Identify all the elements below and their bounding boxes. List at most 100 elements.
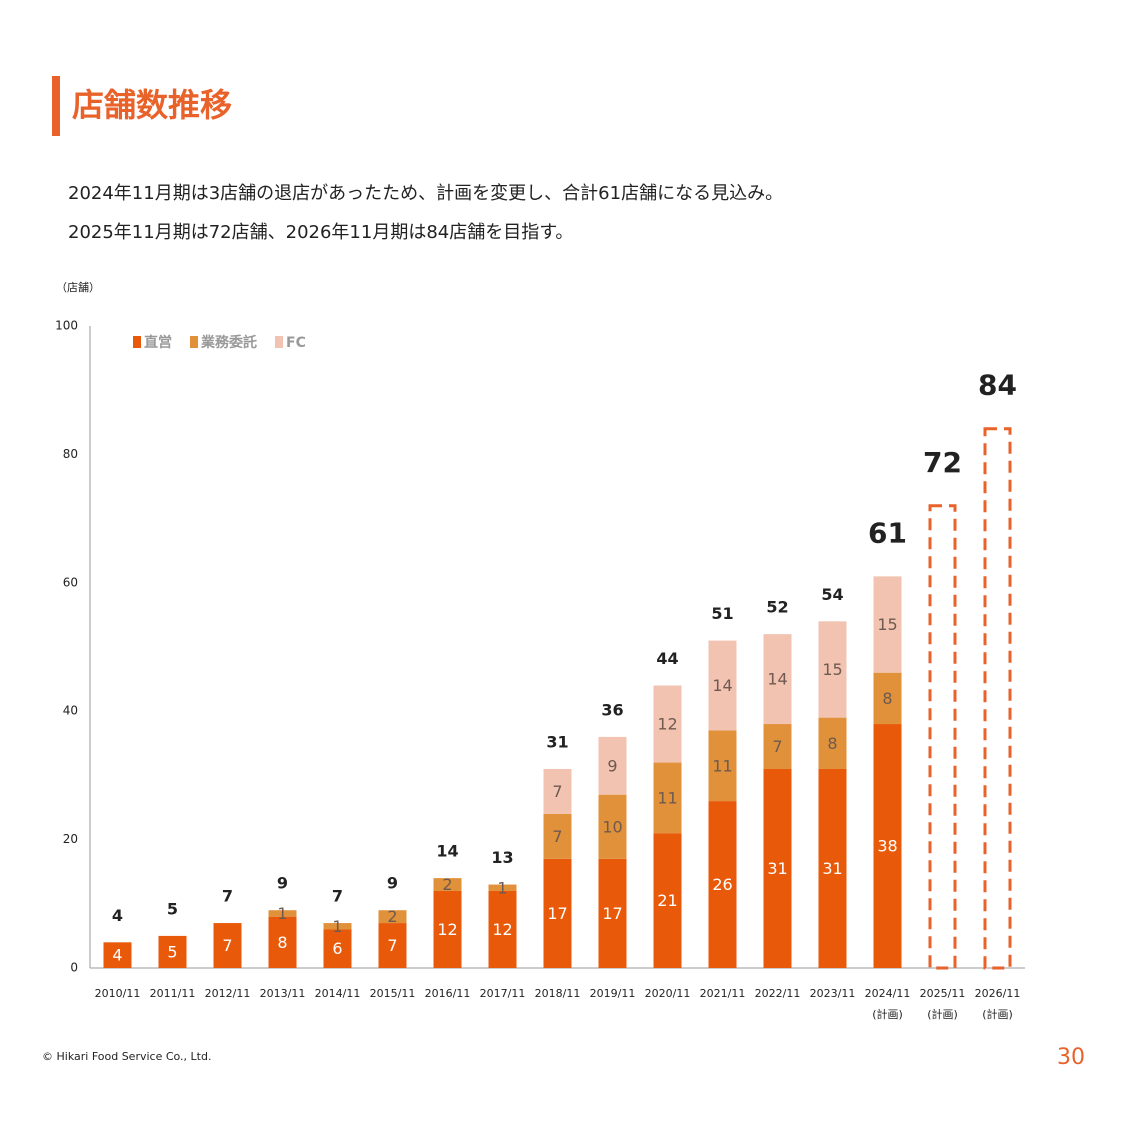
segment-label: 7 xyxy=(222,936,232,955)
x-tick-label: 2013/11 xyxy=(260,987,306,1000)
bar-segment xyxy=(378,923,407,968)
x-tick-label: 2026/11 xyxy=(975,987,1021,1000)
segment-label: 31 xyxy=(822,859,842,878)
legend-label: 業務委託 xyxy=(200,334,257,351)
segment-label: 1 xyxy=(277,904,287,923)
segment-label: 7 xyxy=(387,936,397,955)
x-tick-sublabel: (計画) xyxy=(982,1007,1013,1021)
segment-label: 17 xyxy=(602,904,622,923)
subtitle-line: 2024年11月期は3店舗の退店があったため、計画を変更し、合計61店舗になる見… xyxy=(68,183,783,204)
segment-label: 14 xyxy=(767,670,787,689)
segment-label: 10 xyxy=(602,817,622,836)
bar-segment xyxy=(598,858,627,968)
total-label: 7 xyxy=(332,887,343,906)
bar-segment xyxy=(268,910,297,917)
segment-label: 11 xyxy=(657,788,677,807)
x-tick-label: 2010/11 xyxy=(95,987,141,1000)
segment-label: 2 xyxy=(387,907,397,926)
bar-segment xyxy=(653,685,682,763)
bar-segment xyxy=(763,768,792,968)
bar-segment xyxy=(763,724,792,769)
bar-segment xyxy=(818,768,847,968)
segment-label: 7 xyxy=(772,737,782,756)
bar-segment xyxy=(323,923,352,930)
x-tick-label: 2020/11 xyxy=(645,987,691,1000)
total-label: 9 xyxy=(277,874,288,893)
bar-segment xyxy=(653,762,682,834)
total-label: 72 xyxy=(923,446,962,479)
legend-swatch xyxy=(133,336,141,348)
bar-segment xyxy=(543,813,572,859)
segment-label: 1 xyxy=(332,917,342,936)
total-label: 14 xyxy=(436,842,458,861)
total-label: 44 xyxy=(656,649,678,668)
bar-segment xyxy=(378,910,407,924)
x-tick-label: 2011/11 xyxy=(150,987,196,1000)
segment-label: 31 xyxy=(767,859,787,878)
y-tick-label: 80 xyxy=(63,447,78,461)
x-tick-label: 2012/11 xyxy=(205,987,251,1000)
total-label: 31 xyxy=(546,732,568,751)
x-tick-sublabel: (計画) xyxy=(927,1007,958,1021)
segment-label: 38 xyxy=(877,837,897,856)
segment-label: 6 xyxy=(332,939,342,958)
total-label: 7 xyxy=(222,887,233,906)
bar-segment xyxy=(543,858,572,968)
bar-segment xyxy=(488,890,517,968)
bar-segment xyxy=(323,929,352,968)
total-label: 5 xyxy=(167,899,178,918)
y-unit: （店舗） xyxy=(56,280,100,294)
segment-label: 4 xyxy=(112,946,122,965)
segment-label: 14 xyxy=(712,676,732,695)
segment-label: 12 xyxy=(492,920,512,939)
plan-bar xyxy=(928,504,957,970)
segment-label: 12 xyxy=(657,715,677,734)
bar-segment xyxy=(708,730,737,802)
segment-label: 9 xyxy=(607,756,617,775)
segment-label: 12 xyxy=(437,920,457,939)
bar-segment xyxy=(543,768,572,814)
bar-segment xyxy=(103,942,132,968)
y-tick-label: 40 xyxy=(63,704,78,718)
bar-segment xyxy=(873,576,902,673)
segment-label: 17 xyxy=(547,904,567,923)
total-label: 84 xyxy=(978,369,1017,402)
x-tick-label: 2024/11 xyxy=(865,987,911,1000)
segment-label: 1 xyxy=(497,878,507,897)
bar-segment xyxy=(433,878,462,891)
x-tick-label: 2023/11 xyxy=(810,987,856,1000)
bar-segment xyxy=(708,801,737,968)
bar-segment xyxy=(653,833,682,968)
title-accent xyxy=(52,76,60,136)
segment-label: 5 xyxy=(167,942,177,961)
x-tick-label: 2018/11 xyxy=(535,987,581,1000)
bar-segment xyxy=(268,916,297,968)
legend-swatch xyxy=(275,336,283,348)
segment-label: 26 xyxy=(712,875,732,894)
bar-segment xyxy=(213,923,242,968)
bar-segment xyxy=(708,640,737,731)
bar-segment xyxy=(818,621,847,718)
segment-label: 8 xyxy=(277,933,287,952)
page-number: 30 xyxy=(1057,1045,1085,1070)
x-tick-label: 2016/11 xyxy=(425,987,471,1000)
bar-segment xyxy=(873,724,902,968)
footer: © Hikari Food Service Co., Ltd. xyxy=(42,1050,211,1063)
segment-label: 7 xyxy=(552,827,562,846)
segment-label: 15 xyxy=(877,615,897,634)
bar-segment xyxy=(598,736,627,795)
x-tick-label: 2021/11 xyxy=(700,987,746,1000)
plan-bar xyxy=(983,427,1012,970)
total-label: 51 xyxy=(711,604,733,623)
y-tick-label: 100 xyxy=(55,319,78,333)
total-label: 13 xyxy=(491,848,513,867)
total-label: 52 xyxy=(766,598,788,617)
y-tick-label: 0 xyxy=(70,961,78,975)
x-tick-label: 2025/11 xyxy=(920,987,966,1000)
total-label: 9 xyxy=(387,874,398,893)
segment-label: 21 xyxy=(657,891,677,910)
segment-label: 15 xyxy=(822,660,842,679)
bar-segment xyxy=(598,794,627,859)
